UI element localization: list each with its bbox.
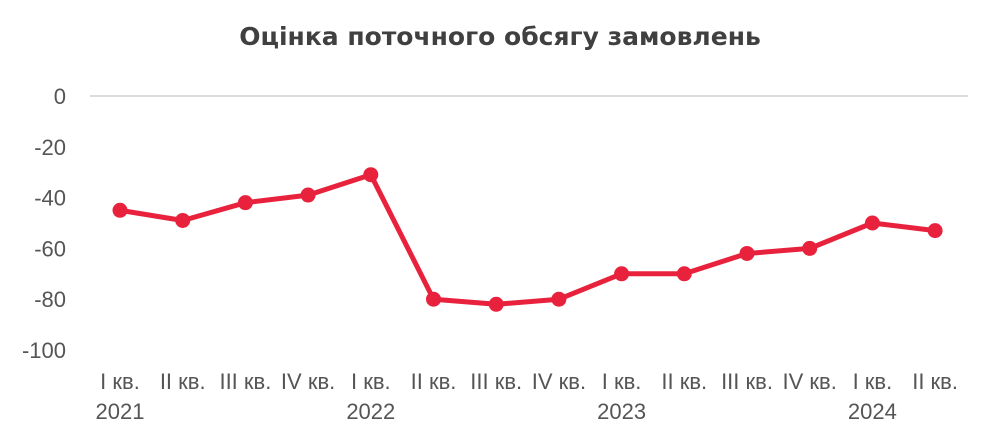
data-point	[112, 202, 128, 218]
x-axis-ticks: I кв. II кв. III кв. IV кв. I кв. II кв. III к…	[96, 369, 958, 424]
x-tick-label: II кв.	[160, 369, 206, 394]
x-tick-label: II кв.	[912, 369, 958, 394]
chart-title: Оцінка поточного обсягу замовлень	[239, 22, 761, 51]
data-point	[426, 291, 441, 307]
x-year-label: 2023	[597, 399, 646, 424]
series-line	[117, 172, 938, 307]
x-tick-label: I кв.	[100, 369, 140, 394]
data-point	[237, 195, 253, 211]
x-tick-label: III кв.	[219, 369, 271, 394]
data-point	[927, 223, 943, 239]
data-point	[864, 215, 880, 231]
data-point	[614, 266, 630, 282]
data-point	[802, 240, 818, 256]
x-tick-label: II кв.	[661, 369, 707, 394]
x-tick-label: IV кв.	[532, 369, 586, 394]
x-tick-label: I кв.	[853, 369, 893, 394]
data-points	[112, 167, 943, 312]
x-tick-label: III кв.	[721, 369, 773, 394]
x-tick-label: IV кв.	[281, 369, 335, 394]
y-tick-label: -100	[22, 338, 66, 363]
x-tick-label: I кв.	[602, 369, 642, 394]
data-point	[363, 167, 379, 183]
y-tick-label: -80	[34, 287, 66, 312]
y-tick-label: -40	[34, 186, 66, 211]
data-point	[676, 266, 692, 282]
data-point	[175, 212, 191, 228]
x-year-label: 2021	[96, 399, 145, 424]
y-tick-label: 0	[54, 84, 66, 109]
data-point	[551, 291, 567, 307]
x-year-label: 2024	[848, 399, 897, 424]
data-point	[488, 296, 504, 312]
x-tick-label: II кв.	[411, 369, 457, 394]
y-axis-ticks: 0 -20 -40 -60 -80 -100	[22, 84, 66, 363]
x-tick-label: IV кв.	[783, 369, 837, 394]
x-year-label: 2022	[346, 399, 395, 424]
data-point	[739, 245, 755, 261]
x-tick-label: I кв.	[351, 369, 391, 394]
y-tick-label: -20	[34, 135, 66, 160]
y-tick-label: -60	[34, 236, 66, 261]
data-point	[300, 187, 316, 203]
x-tick-label: III кв.	[470, 369, 522, 394]
